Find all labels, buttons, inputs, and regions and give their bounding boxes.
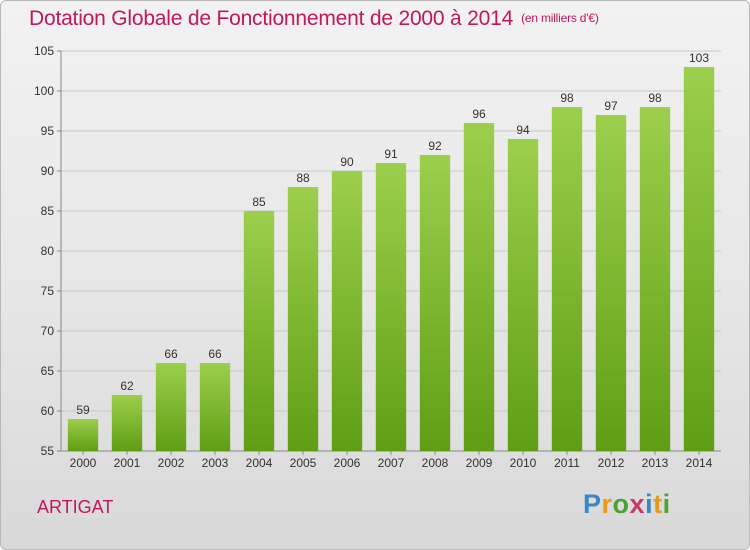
bar-2005 [287,187,319,451]
y-tick-label: 85 [41,204,55,218]
y-tick-label: 80 [41,244,55,258]
data-label-2008: 92 [428,139,442,153]
bar-2009 [463,123,495,451]
y-tick-label: 65 [41,364,55,378]
bar-2014 [683,67,715,451]
data-label-2002: 66 [164,347,178,361]
x-tick-label: 2004 [246,456,273,470]
bar-2008 [419,155,451,451]
x-tick-label: 2001 [114,456,141,470]
bar-2002 [155,363,187,451]
chart-title: Dotation Globale de Fonctionnement de 20… [29,7,599,31]
data-label-2014: 103 [689,51,709,65]
unit-note: (en milliers d'€) [521,11,599,25]
bar-2011 [551,107,583,451]
data-label-2003: 66 [208,347,222,361]
data-label-2006: 90 [340,155,354,169]
x-tick-label: 2000 [70,456,97,470]
data-label-2004: 85 [252,195,266,209]
y-tick-label: 105 [34,44,54,58]
y-tick-label: 70 [41,324,55,338]
data-label-2007: 91 [384,147,398,161]
y-tick-label: 60 [41,404,55,418]
x-tick-label: 2011 [554,456,580,470]
bar-2000 [67,419,99,451]
bar-2006 [331,171,363,451]
y-tick-label: 100 [34,84,54,98]
bar-2007 [375,163,407,451]
proxiti-logo: Proxiti [583,489,671,519]
bar-2003 [199,363,231,451]
x-tick-label: 2006 [334,456,361,470]
data-label-2012: 97 [604,99,618,113]
commune-name: ARTIGAT [37,497,114,517]
x-tick-label: 2008 [422,456,449,470]
x-tick-label: 2003 [202,456,229,470]
bar-2013 [639,107,671,451]
x-tick-label: 2010 [510,456,537,470]
bar-2004 [243,211,275,451]
x-tick-label: 2005 [290,456,317,470]
x-tick-label: 2009 [466,456,493,470]
data-label-2001: 62 [120,379,134,393]
y-tick-label: 95 [41,124,55,138]
bar-2001 [111,395,143,451]
data-label-2005: 88 [296,171,310,185]
x-tick-label: 2014 [686,456,713,470]
x-tick-label: 2012 [598,456,625,470]
bar-2012 [595,115,627,451]
data-label-2013: 98 [648,91,662,105]
x-tick-label: 2002 [158,456,185,470]
data-label-2010: 94 [516,123,530,137]
x-tick-label: 2013 [642,456,669,470]
data-label-2000: 59 [76,403,90,417]
x-tick-label: 2007 [378,456,405,470]
y-tick-label: 90 [41,164,55,178]
title-text: Dotation Globale de Fonctionnement de 20… [29,7,514,30]
data-label-2011: 98 [560,91,574,105]
y-tick-label: 55 [41,444,55,458]
y-tick-label: 75 [41,284,55,298]
bar-2010 [507,139,539,451]
data-label-2009: 96 [472,107,486,121]
